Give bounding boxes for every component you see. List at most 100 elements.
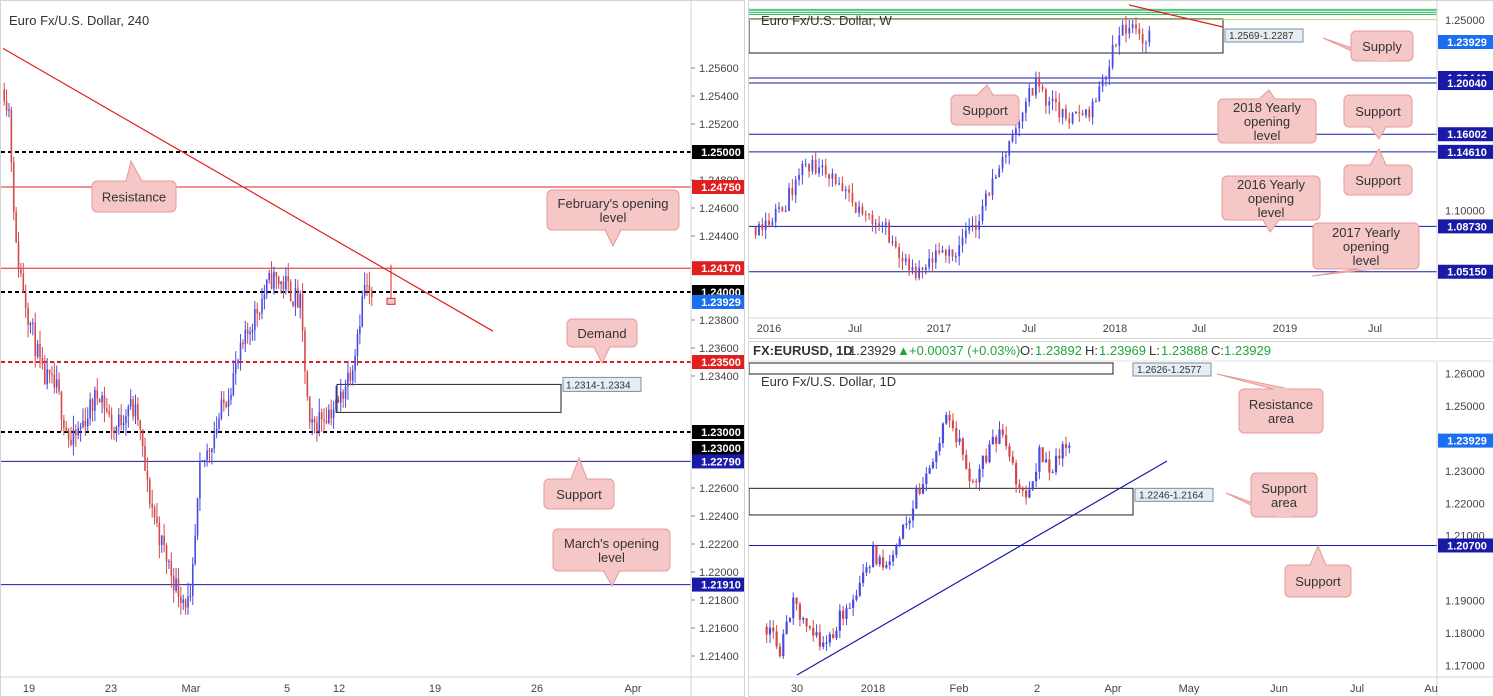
daily-candle-body — [911, 508, 915, 521]
weekly-note-2016: 2016 Yearly — [1237, 177, 1305, 192]
h4-candle-body — [15, 212, 17, 242]
h4-candle-body — [67, 430, 70, 440]
daily-candle-body — [991, 436, 994, 445]
h4-candle-body — [110, 414, 113, 431]
h4-y-tick-label: 1.25400 — [699, 91, 739, 103]
h4-note-feb-open: February's opening — [558, 196, 669, 211]
daily-candle-body — [915, 488, 918, 509]
weekly-candle-body — [848, 189, 850, 193]
h4-candle-body — [339, 391, 342, 403]
weekly-candle-body — [801, 163, 804, 176]
weekly-candle-body — [851, 192, 854, 203]
daily-candle-body — [848, 607, 851, 609]
daily-candle-body — [1015, 463, 1018, 485]
h4-y-tick-label: 1.24600 — [699, 203, 739, 215]
weekly-candle-body — [1045, 89, 1047, 106]
h4-candle-body — [332, 409, 335, 419]
h4-candle-body — [177, 578, 180, 597]
h4-x-tick-label: 19 — [429, 683, 441, 695]
weekly-candle-body — [854, 202, 857, 213]
h4-candle-body — [320, 412, 323, 420]
h4-candle-body — [328, 409, 330, 424]
weekly-chart-panel[interactable]: 1.2569-1.2287 Supply Support 2018 Yearly op… — [748, 0, 1494, 339]
daily-zone-label-bg — [1134, 487, 1214, 502]
weekly-candle-body — [1024, 101, 1027, 113]
daily-candle-body — [871, 545, 875, 568]
h4-candle-body — [356, 333, 359, 356]
daily-candle-body — [842, 610, 845, 619]
h4-price-tag: 1.21910 — [701, 580, 741, 592]
weekly-candle-body — [841, 183, 844, 192]
daily-candle-body — [891, 554, 895, 562]
weekly-candle-body — [864, 213, 867, 215]
weekly-candle-body — [978, 221, 981, 230]
h4-candle-body — [211, 448, 213, 452]
daily-chart-panel[interactable]: 1.2626-1.2577 1.2246-1.2164 Resistance are… — [748, 341, 1494, 697]
weekly-candle-body — [1021, 112, 1024, 122]
h4-candle-body — [60, 391, 63, 420]
daily-candle-body — [948, 414, 951, 421]
daily-x-tick-label: May — [1179, 683, 1200, 695]
daily-candle-body — [971, 481, 974, 483]
weekly-note-support-a-pointer — [975, 84, 994, 96]
weekly-candle-body — [1105, 78, 1107, 80]
weekly-supply-zone-box — [749, 18, 1224, 54]
h4-candle-body — [27, 307, 29, 325]
daily-candle-body — [941, 423, 945, 444]
weekly-candle-body — [808, 163, 810, 172]
weekly-candle-body — [958, 245, 961, 257]
h4-candle-body — [43, 363, 46, 385]
weekly-x-tick-label: Jul — [1368, 323, 1382, 335]
daily-candle-body — [788, 618, 792, 622]
weekly-candle-body — [961, 237, 964, 246]
h4-candle-body — [256, 309, 259, 314]
h4-candle-body — [366, 285, 368, 287]
h4-candle-body — [316, 422, 318, 433]
daily-candle-body — [1058, 455, 1061, 459]
weekly-candle-body — [758, 223, 760, 236]
weekly-candle-body — [1001, 156, 1004, 169]
weekly-zone-label-bg — [1224, 28, 1304, 43]
h4-candle-body — [39, 343, 41, 359]
weekly-y-tick-label: 1.10000 — [1445, 205, 1485, 217]
daily-candle-body — [995, 436, 998, 444]
weekly-candle-body — [791, 187, 794, 196]
h4-candle-body — [194, 535, 196, 564]
weekly-candle-body — [1078, 111, 1081, 114]
weekly-candle-body — [1135, 24, 1137, 29]
h4-candle-body — [24, 292, 27, 308]
h4-price-tag-bg — [692, 355, 744, 369]
weekly-candle-body — [874, 223, 877, 225]
h4-note-demand-pointer — [593, 346, 611, 365]
h4-candle-body — [359, 326, 361, 334]
h4-candle-body — [106, 408, 108, 412]
h4-chart-panel[interactable]: 1.2314-1.2334 Resistance February's openi… — [0, 0, 745, 697]
weekly-price-tag: 1.20040 — [1447, 78, 1487, 90]
daily-candle-body — [1018, 484, 1021, 489]
price-change: +0.00037 (+0.03%) — [909, 343, 1020, 358]
h4-candle-body — [65, 427, 68, 431]
h4-y-tick-label: 1.21400 — [699, 651, 739, 663]
daily-candle-body — [988, 444, 991, 463]
h4-candle-body — [354, 355, 356, 371]
h4-candle-body — [223, 399, 225, 403]
weekly-price-tag: 1.16002 — [1447, 129, 1487, 141]
daily-price-tag-bg — [1438, 433, 1493, 448]
h4-price-tag-bg — [692, 261, 744, 276]
daily-price-tag: 1.23929 — [1447, 436, 1487, 448]
h4-candle-body — [51, 373, 53, 375]
daily-candle-body — [805, 618, 808, 627]
h4-candle-body — [203, 459, 206, 461]
weekly-candle-body — [988, 193, 991, 196]
h4-price-tag-bg — [692, 180, 744, 194]
h4-candle-body — [330, 409, 333, 419]
h4-candle-body — [134, 404, 137, 417]
daily-x-tick-label: 2018 — [861, 683, 885, 695]
daily-candle-body — [832, 634, 835, 638]
weekly-note-support-b: Support — [1355, 104, 1401, 119]
h4-candle-body — [79, 426, 82, 429]
weekly-candle-body — [974, 224, 977, 230]
h4-price-tag-bg — [692, 145, 744, 159]
h4-candle-body — [168, 561, 170, 563]
h4-x-tick-label: 23 — [105, 683, 117, 695]
